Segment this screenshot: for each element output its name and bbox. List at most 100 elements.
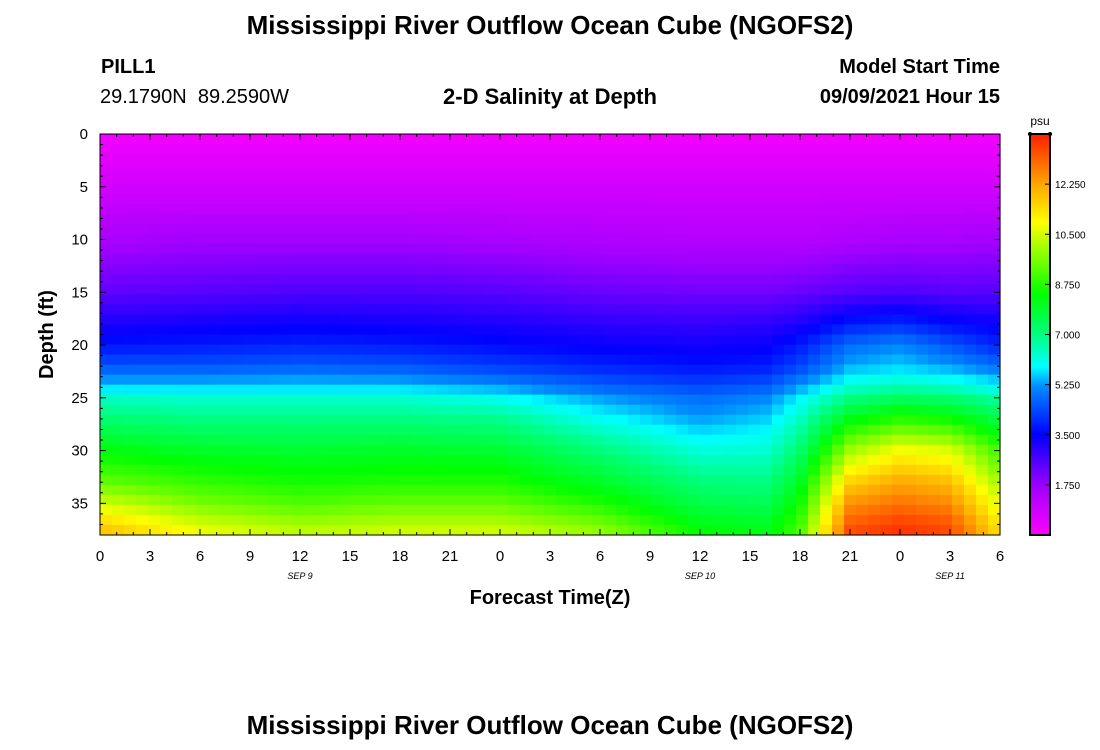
heatmap-cell (508, 494, 521, 506)
heatmap-cell (388, 524, 401, 536)
heatmap-cell (112, 464, 125, 476)
heatmap-cell (352, 314, 365, 326)
heatmap-cell (280, 234, 293, 245)
heatmap-cell (892, 264, 905, 275)
heatmap-cell (328, 464, 341, 476)
heatmap-cell (904, 174, 917, 185)
heatmap-cell (652, 384, 665, 396)
heatmap-cell (544, 224, 557, 235)
heatmap-cell (388, 304, 401, 316)
heatmap-cell (484, 334, 497, 346)
heatmap-cell (940, 184, 953, 195)
heatmap-cell (256, 464, 269, 476)
heatmap-cell (844, 174, 857, 185)
heatmap-cell (496, 214, 509, 225)
heatmap-cell (400, 444, 413, 456)
heatmap-cell (772, 344, 785, 356)
heatmap-cell (988, 364, 1001, 376)
heatmap-cell (292, 444, 305, 456)
heatmap-cell (664, 344, 677, 356)
heatmap-cell (124, 474, 137, 486)
heatmap-cell (904, 464, 917, 476)
heatmap-cell (220, 454, 233, 466)
heatmap-cell (832, 174, 845, 185)
heatmap-cell (256, 384, 269, 396)
heatmap-cell (976, 144, 989, 155)
heatmap-cell (484, 474, 497, 486)
heatmap-cell (448, 404, 461, 416)
heatmap-cell (904, 274, 917, 285)
heatmap-cell (400, 424, 413, 436)
heatmap-cell (736, 404, 749, 416)
heatmap-cell (412, 454, 425, 466)
heatmap-cell (244, 234, 257, 245)
heatmap-cell (220, 444, 233, 456)
heatmap-cell (796, 184, 809, 195)
heatmap-cell (604, 364, 617, 376)
heatmap-cell (124, 284, 137, 295)
heatmap-cell (268, 304, 281, 316)
heatmap-cell (376, 134, 389, 145)
heatmap-cell (556, 224, 569, 235)
heatmap-cell (124, 354, 137, 366)
heatmap-cell (484, 524, 497, 536)
heatmap-cell (352, 184, 365, 195)
heatmap-cell (184, 244, 197, 255)
heatmap-cell (808, 394, 821, 406)
heatmap-cell (976, 394, 989, 406)
heatmap-cell (184, 324, 197, 336)
heatmap-cell (160, 354, 173, 366)
heatmap-cell (640, 484, 653, 496)
heatmap-cell (508, 474, 521, 486)
heatmap-cell (280, 364, 293, 376)
heatmap-cell (640, 154, 653, 165)
heatmap-cell (916, 234, 929, 245)
heatmap-cell (580, 154, 593, 165)
heatmap-cell (232, 514, 245, 526)
heatmap-cell (532, 194, 545, 205)
y-tick-label: 25 (71, 390, 88, 407)
heatmap-cell (244, 254, 257, 265)
heatmap-cell (208, 294, 221, 306)
heatmap-cell (688, 184, 701, 195)
heatmap-cell (652, 314, 665, 326)
heatmap-cell (604, 154, 617, 165)
heatmap-cell (412, 254, 425, 265)
heatmap-cell (328, 154, 341, 165)
heatmap-cell (172, 434, 185, 446)
heatmap-cell (892, 284, 905, 295)
colorbar-tick-label: 5.250 (1055, 381, 1080, 392)
heatmap-cell (628, 184, 641, 195)
heatmap-cell (148, 484, 161, 496)
heatmap-cell (484, 434, 497, 446)
heatmap-cell (340, 324, 353, 336)
heatmap-cell (124, 524, 137, 536)
heatmap-cell (988, 474, 1001, 486)
heatmap-cell (928, 234, 941, 245)
heatmap-cell (124, 484, 137, 496)
heatmap-cell (784, 314, 797, 326)
heatmap-cell (280, 474, 293, 486)
heatmap-cell (100, 504, 113, 516)
heatmap-cell (928, 284, 941, 295)
heatmap-cell (844, 264, 857, 275)
heatmap-cell (196, 344, 209, 356)
heatmap-cell (760, 354, 773, 366)
heatmap-cell (556, 194, 569, 205)
heatmap-cell (604, 524, 617, 536)
heatmap-cell (664, 234, 677, 245)
heatmap-cell (808, 474, 821, 486)
heatmap-cell (976, 504, 989, 516)
heatmap-cell (484, 394, 497, 406)
heatmap-cell (412, 294, 425, 306)
heatmap-cell (388, 274, 401, 285)
heatmap-cell (772, 194, 785, 205)
heatmap-cell (724, 164, 737, 175)
heatmap-cell (388, 494, 401, 506)
heatmap-cell (640, 264, 653, 275)
heatmap-cell (844, 334, 857, 346)
heatmap-cell (796, 194, 809, 205)
heatmap-cell (376, 414, 389, 426)
heatmap-cell (232, 214, 245, 225)
heatmap-cell (508, 324, 521, 336)
